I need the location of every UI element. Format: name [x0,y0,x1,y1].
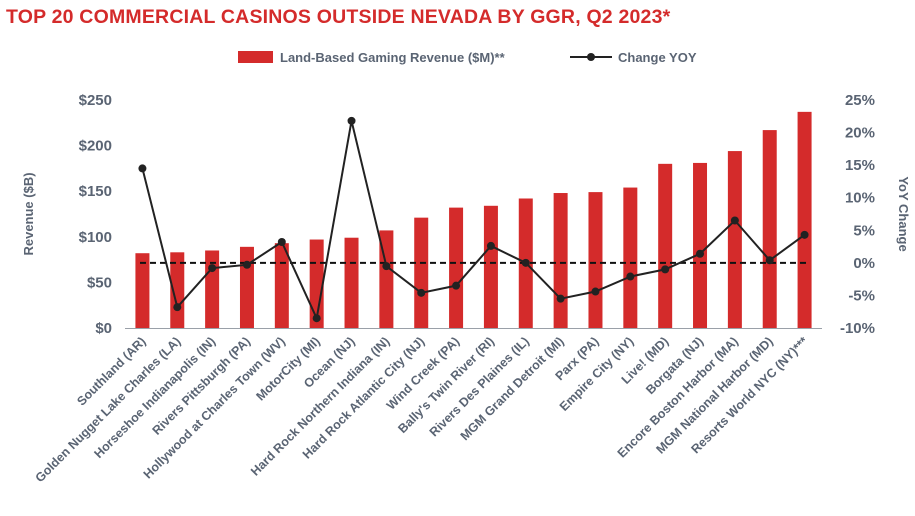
chart-title: TOP 20 COMMERCIAL CASINOS OUTSIDE NEVADA… [6,6,671,28]
right-tick-label: 5% [853,222,875,239]
category-labels: Southland (AR)Golden Nugget Lake Charles… [33,334,811,485]
yoy-point [173,303,182,312]
yoy-point [591,287,600,296]
yoy-point [417,288,426,297]
yoy-point [730,216,739,225]
yoy-point [452,281,461,290]
revenue-bar [762,130,777,328]
legend-bar-swatch [238,51,273,63]
right-tick-label: 20% [845,125,875,142]
right-tick-label: 25% [845,92,875,109]
revenue-bar [658,163,673,328]
right-y-axis: -10% -5% 0% 5% 10% 15% 20% 25% YoY Change [840,92,911,337]
revenue-bar [135,253,150,328]
left-tick-label: $150 [79,183,112,200]
yoy-point [626,272,635,281]
right-tick-label: 0% [853,255,875,272]
revenue-bar [309,239,324,328]
yoy-line [141,120,806,322]
revenue-bar [588,192,603,328]
yoy-point [696,249,705,258]
revenue-bar [239,246,254,328]
yoy-point [765,256,774,265]
yoy-point [382,262,391,271]
left-axis-title: Revenue ($B) [21,172,36,255]
left-tick-label: $0 [95,320,112,337]
right-tick-label: 15% [845,157,875,174]
legend: Land-Based Gaming Revenue ($M)** Change Y… [238,50,697,65]
revenue-bar [727,151,742,328]
yoy-point [556,294,565,303]
legend-line-label: Change YOY [618,50,697,65]
yoy-point [521,258,530,267]
revenue-bar [483,205,498,328]
yoy-point [208,264,217,273]
yoy-point [242,260,251,269]
yoy-point [661,265,670,274]
legend-line-marker [587,53,595,61]
legend-bar-label: Land-Based Gaming Revenue ($M)** [280,50,506,65]
yoy-point [347,116,356,125]
left-tick-label: $50 [87,274,112,291]
revenue-bar [693,162,708,328]
revenue-bar [274,243,289,328]
left-tick-label: $100 [79,229,112,246]
revenue-bar [553,193,568,328]
yoy-point [486,241,495,250]
left-y-axis: $0 $50 $100 $150 $200 $250 Revenue ($B) [21,92,822,337]
left-tick-label: $200 [79,138,112,155]
yoy-point [800,230,809,239]
revenue-bar [449,207,464,328]
revenue-bar [344,237,359,328]
yoy-point [138,164,147,173]
yoy-point [312,314,321,323]
revenue-bar [414,217,429,328]
bar-series [135,111,812,328]
right-tick-label: -5% [848,287,875,304]
revenue-bar [623,187,638,328]
left-tick-label: $250 [79,92,112,109]
revenue-bar [797,111,812,328]
yoy-point [277,238,286,247]
right-axis-title: YoY Change [896,176,911,251]
yoy-line-series [138,116,809,323]
right-tick-label: -10% [840,320,875,337]
right-tick-label: 10% [845,190,875,207]
